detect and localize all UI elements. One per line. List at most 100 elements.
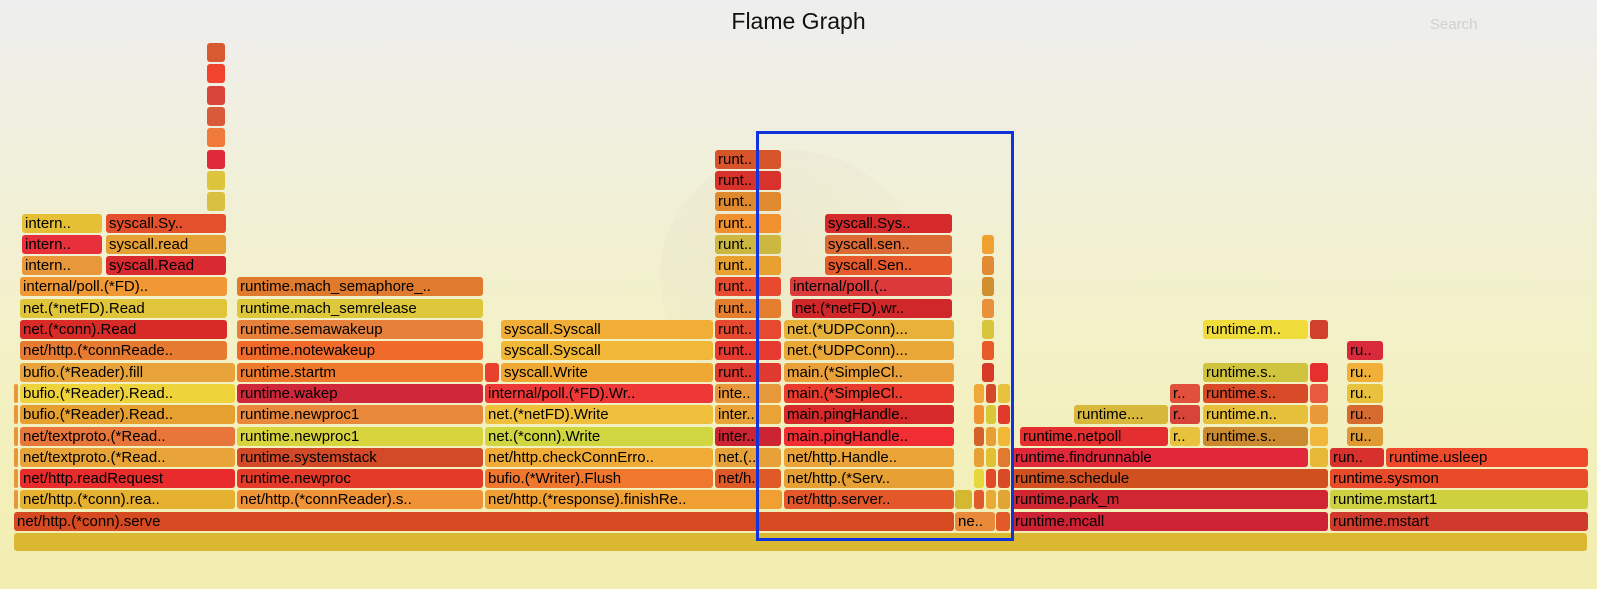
flame-frame[interactable] <box>14 533 1587 551</box>
flame-frame[interactable]: net.(*netFD).Write <box>485 405 713 424</box>
flame-frame[interactable]: syscall.Sys.. <box>825 214 952 233</box>
flame-frame[interactable]: runtime.s.. <box>1203 427 1308 446</box>
flame-frame[interactable]: net.(*conn).Read <box>20 320 227 339</box>
flame-frame[interactable]: runt.. <box>715 320 781 339</box>
flame-frame[interactable]: runtime.newproc1 <box>237 405 483 424</box>
flame-frame[interactable]: runtime.systemstack <box>237 448 483 467</box>
flame-frame[interactable] <box>982 363 994 382</box>
flame-frame[interactable]: syscall.sen.. <box>825 235 952 254</box>
flame-frame[interactable] <box>974 469 984 488</box>
flame-frame[interactable] <box>974 384 984 403</box>
flame-frame[interactable] <box>986 405 996 424</box>
flame-frame[interactable]: internal/poll.(*FD).. <box>20 277 227 296</box>
flame-frame[interactable] <box>982 320 994 339</box>
flame-frame[interactable] <box>986 490 996 509</box>
flame-frame[interactable]: runt.. <box>715 256 781 275</box>
flame-frame[interactable]: ru.. <box>1347 405 1383 424</box>
flame-frame[interactable]: runtime.park_m <box>1012 490 1328 509</box>
flame-frame[interactable]: runtime.notewakeup <box>237 341 483 360</box>
flame-frame[interactable]: runtime.mcall <box>1012 512 1328 531</box>
flame-frame[interactable] <box>207 64 225 83</box>
flame-frame[interactable]: runtime.... <box>1074 405 1168 424</box>
flame-frame[interactable] <box>986 427 996 446</box>
flame-frame[interactable] <box>1310 448 1328 467</box>
flame-frame[interactable] <box>996 512 1010 531</box>
flame-frame[interactable]: runtime.s.. <box>1203 384 1308 403</box>
flame-frame[interactable]: net.(*netFD).Read <box>20 299 227 318</box>
flame-frame[interactable]: intern.. <box>22 256 102 275</box>
flame-frame[interactable]: runtime.schedule <box>1012 469 1328 488</box>
flame-frame[interactable]: runtime.findrunnable <box>1012 448 1308 467</box>
flame-frame[interactable]: net.(*netFD).wr.. <box>792 299 952 318</box>
flame-frame[interactable]: runtime.m.. <box>1203 320 1308 339</box>
flame-frame[interactable]: inter.. <box>715 427 781 446</box>
flame-frame[interactable] <box>982 277 994 296</box>
flame-frame[interactable] <box>207 107 225 126</box>
flame-frame[interactable]: net/http.(*conn).rea.. <box>20 490 235 509</box>
flame-frame[interactable]: runtime.mach_semaphore_.. <box>237 277 483 296</box>
flame-frame[interactable]: net/textproto.(*Read.. <box>20 427 235 446</box>
flame-frame[interactable] <box>14 490 18 509</box>
flame-frame[interactable] <box>955 490 972 509</box>
flame-frame[interactable] <box>485 363 499 382</box>
flame-frame[interactable] <box>14 469 18 488</box>
flame-frame[interactable]: runt.. <box>715 214 781 233</box>
flame-frame[interactable]: runtime.mstart <box>1330 512 1588 531</box>
flame-frame[interactable]: r.. <box>1170 384 1200 403</box>
flame-frame[interactable]: runt.. <box>715 171 781 190</box>
flame-frame[interactable]: net/h.. <box>715 469 781 488</box>
search-input[interactable] <box>1430 14 1550 34</box>
flame-frame[interactable]: runt.. <box>715 150 781 169</box>
flame-frame[interactable]: main.(*SimpleCl.. <box>784 363 954 382</box>
flame-frame[interactable]: runt.. <box>715 299 781 318</box>
flame-frame[interactable] <box>1310 384 1328 403</box>
flame-frame[interactable]: runtime.mstart1 <box>1330 490 1588 509</box>
flame-frame[interactable]: runt.. <box>715 235 781 254</box>
flame-frame[interactable] <box>998 427 1010 446</box>
flame-frame[interactable]: net/http.(*connReade.. <box>20 341 227 360</box>
flame-frame[interactable] <box>207 150 225 169</box>
flame-frame[interactable]: net.(*UDPConn)... <box>784 320 954 339</box>
flame-frame[interactable]: runtime.wakep <box>237 384 483 403</box>
flame-frame[interactable] <box>986 448 996 467</box>
flame-frame[interactable]: bufio.(*Writer).Flush <box>485 469 713 488</box>
flame-frame[interactable]: syscall.read <box>106 235 226 254</box>
flame-frame[interactable] <box>998 448 1010 467</box>
flame-frame[interactable] <box>974 427 984 446</box>
flame-frame[interactable]: net/http.(*response).finishRe.. <box>485 490 782 509</box>
flame-frame[interactable]: runtime.newproc <box>237 469 483 488</box>
flame-frame[interactable]: syscall.Sy.. <box>106 214 226 233</box>
flame-frame[interactable]: main.(*SimpleCl.. <box>784 384 954 403</box>
flame-frame[interactable]: internal/poll.(*FD).Wr.. <box>485 384 713 403</box>
flame-frame[interactable] <box>974 405 984 424</box>
flame-frame[interactable] <box>207 86 225 105</box>
flame-frame[interactable]: ne.. <box>955 512 995 531</box>
flame-frame[interactable]: bufio.(*Reader).Read.. <box>20 405 235 424</box>
flame-frame[interactable]: ru.. <box>1347 363 1383 382</box>
flame-frame[interactable]: runtime.newproc1 <box>237 427 483 446</box>
flame-frame[interactable]: ru.. <box>1347 341 1383 360</box>
flame-frame[interactable]: r.. <box>1170 405 1200 424</box>
flame-frame[interactable] <box>14 427 18 446</box>
flame-frame[interactable]: runtime.startm <box>237 363 483 382</box>
flame-frame[interactable]: net/http.server.. <box>784 490 954 509</box>
flame-frame[interactable]: runtime.n.. <box>1203 405 1308 424</box>
flame-frame[interactable] <box>1310 320 1328 339</box>
flame-frame[interactable]: ru.. <box>1347 427 1383 446</box>
flame-frame[interactable] <box>14 448 18 467</box>
flame-frame[interactable]: intern.. <box>22 214 102 233</box>
flame-frame[interactable]: main.pingHandle.. <box>784 427 954 446</box>
flame-frame[interactable]: ru.. <box>1347 384 1383 403</box>
flame-frame[interactable]: syscall.Syscall <box>501 341 713 360</box>
flame-frame[interactable] <box>982 256 994 275</box>
flame-frame[interactable]: runtime.semawakeup <box>237 320 483 339</box>
flame-frame[interactable] <box>986 469 996 488</box>
flame-frame[interactable]: syscall.Write <box>501 363 713 382</box>
flame-frame[interactable]: bufio.(*Reader).fill <box>20 363 235 382</box>
flame-frame[interactable] <box>974 490 984 509</box>
flame-frame[interactable] <box>14 384 18 403</box>
flame-frame[interactable] <box>998 405 1010 424</box>
flame-frame[interactable] <box>1310 405 1328 424</box>
flame-frame[interactable] <box>14 405 18 424</box>
flame-frame[interactable]: runt.. <box>715 341 781 360</box>
